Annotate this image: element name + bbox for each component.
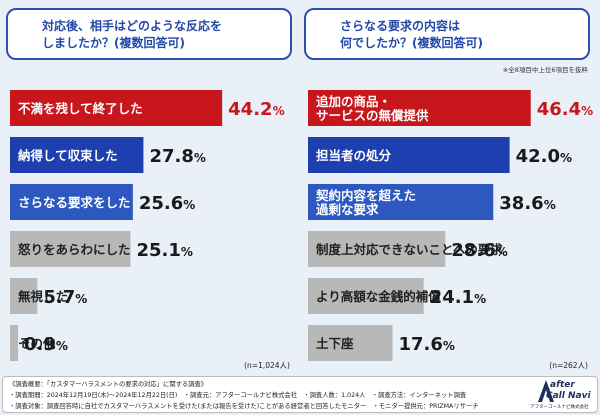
logo-company-name: アフターコールナビ株式会社 bbox=[530, 405, 589, 410]
right-bar-2 bbox=[308, 184, 494, 220]
left-question-box: 対応後、相手はどのような反応を しましたか？(複数回答可) bbox=[6, 8, 292, 60]
right-bar-5 bbox=[308, 325, 393, 361]
right-value-label-4: 24.1% bbox=[430, 287, 486, 308]
left-category-label-4: 無視した bbox=[18, 289, 68, 304]
right-category-label-2: 契約内容を超えた過剰な要求 bbox=[315, 188, 416, 217]
right-question-title: さらなる要求の内容は 何でしたか？(複数回答可) bbox=[340, 19, 483, 50]
right-category-label-5: 土下座 bbox=[316, 336, 354, 351]
left-bar-chart: 不満を残して終了した 44.2% 納得して収束した 27.8% さらなる要求をした 25.… bbox=[10, 90, 285, 361]
right-bar-3 bbox=[308, 231, 446, 267]
left-bar-4 bbox=[10, 278, 38, 314]
left-bar-3 bbox=[10, 231, 131, 267]
left-value-label-3: 25.1% bbox=[136, 240, 192, 261]
survey-footer: 《調査概要：「カスタマーハラスメントの要求の対応」に関する調査》 ・調査期間：2… bbox=[2, 376, 598, 413]
right-value-label-3: 28.6% bbox=[451, 240, 507, 261]
right-note: ※全8項目中上位6項目を抜粋 bbox=[502, 66, 588, 74]
left-panel: 対応後、相手はどのような反応を しましたか？(複数回答可) 不満を残して終了した… bbox=[4, 0, 296, 375]
right-sample-size: (n=262人) bbox=[549, 361, 588, 370]
left-category-label-1: 納得して収束した bbox=[18, 148, 118, 163]
right-bar-0 bbox=[308, 90, 531, 126]
left-bar-2 bbox=[10, 184, 133, 220]
left-category-label-3: 怒りをあらわにした bbox=[18, 242, 131, 257]
footer-line-2: ・調査期間：2024年12月19日(木)～2024年12月22日(日) ・調査元… bbox=[9, 392, 467, 399]
right-value-label-2: 38.6% bbox=[499, 193, 555, 214]
right-panel: さらなる要求の内容は 何でしたか？(複数回答可) ※全8項目中上位6項目を抜粋 … bbox=[302, 0, 594, 375]
left-sample-size: (n=1,024人) bbox=[244, 361, 290, 370]
logo-line-1: after bbox=[550, 380, 575, 390]
right-category-label-0: 追加の商品・サービスの無償提供 bbox=[316, 94, 429, 123]
left-bar-0 bbox=[10, 90, 223, 126]
right-value-label-1: 42.0% bbox=[516, 146, 572, 167]
left-value-label-2: 25.6% bbox=[139, 193, 195, 214]
left-category-label-0: 不満を残して終了した bbox=[18, 101, 143, 116]
right-bar-1 bbox=[308, 137, 510, 173]
logo-line-2: Call Navi bbox=[546, 391, 591, 401]
footer-line-1: 《調査概要：「カスタマーハラスメントの要求の対応」に関する調査》 bbox=[9, 381, 208, 388]
logo-mark-icon bbox=[538, 380, 554, 402]
left-value-label-5: 0.9% bbox=[24, 334, 68, 355]
left-bar-5 bbox=[10, 325, 18, 361]
footer-line-3: ・調査対象：調査回答時に自社でカスタマーハラスメントを受けた(または報告を受けた… bbox=[9, 403, 479, 410]
right-bar-4 bbox=[308, 278, 424, 314]
left-bar-1 bbox=[10, 137, 144, 173]
right-value-label-5: 17.6% bbox=[398, 334, 454, 355]
right-bar-chart: 追加の商品・サービスの無償提供 46.4% 担当者の処分 42.0% 契約内容を超えた過… bbox=[308, 90, 593, 361]
right-category-label-4: より高額な金銭的補償 bbox=[316, 289, 441, 304]
left-category-label-2: さらなる要求をした bbox=[18, 195, 131, 210]
left-category-label-5: その他 bbox=[18, 336, 56, 351]
right-value-label-0: 46.4% bbox=[537, 99, 593, 120]
left-value-label-4: 5.7% bbox=[43, 287, 87, 308]
right-question-box: さらなる要求の内容は 何でしたか？(複数回答可) bbox=[304, 8, 590, 60]
right-category-label-1: 担当者の処分 bbox=[316, 148, 392, 163]
company-logo: after Call Navi アフターコールナビ株式会社 bbox=[530, 378, 594, 412]
left-value-label-1: 27.8% bbox=[149, 146, 205, 167]
left-question-title: 対応後、相手はどのような反応を しましたか？(複数回答可) bbox=[42, 19, 223, 50]
left-value-label-0: 44.2% bbox=[228, 99, 284, 120]
right-category-label-3: 制度上対応できないことへの要求 bbox=[316, 242, 503, 257]
